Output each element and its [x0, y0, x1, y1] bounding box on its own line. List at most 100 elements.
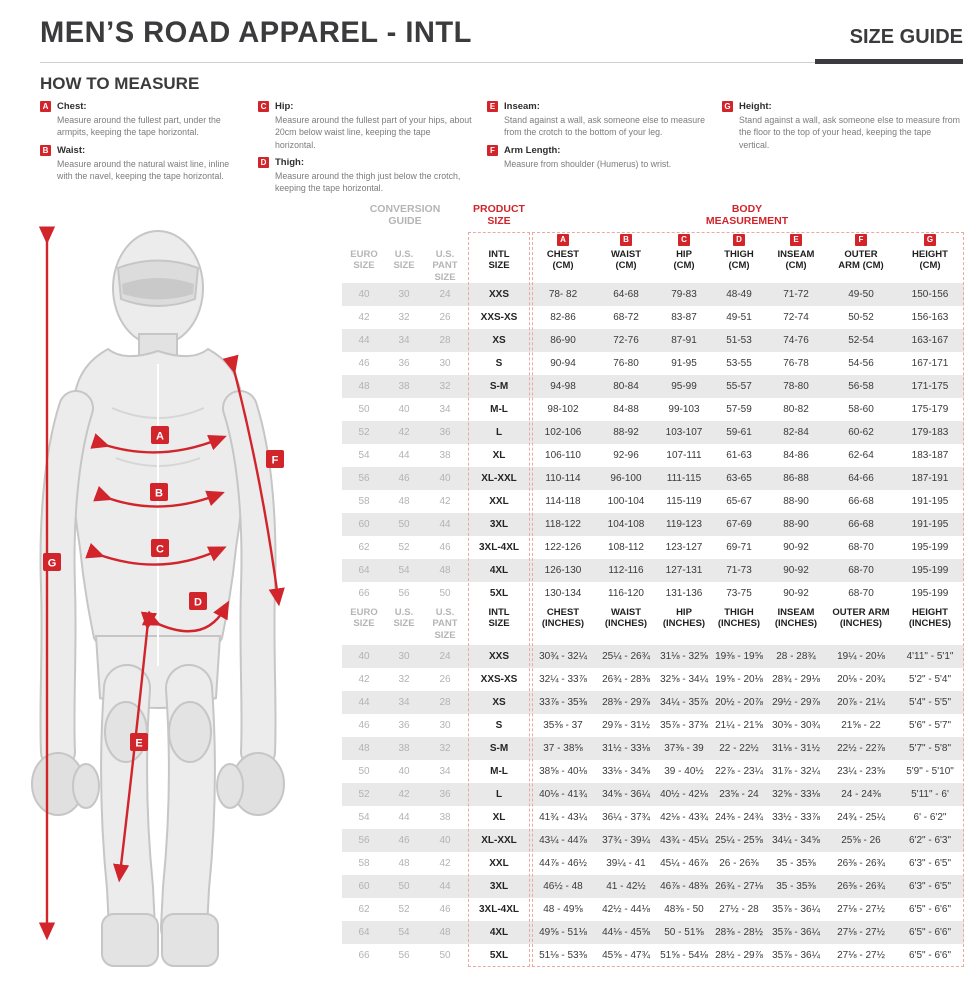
letter-badge-g: G — [722, 101, 733, 112]
table-cell: 34¼ - 35⅞ — [660, 697, 708, 708]
table-cell: 103-107 — [665, 427, 703, 438]
table-cell: 34 — [439, 766, 451, 777]
column-badge-g: G — [924, 233, 936, 246]
table-cell: 36 — [398, 720, 410, 731]
table-cell: 49⅝ - 51⅛ — [539, 927, 587, 938]
table-cell: 44 — [398, 812, 410, 823]
table-cell: 40⅛ - 41¾ — [539, 789, 587, 800]
table-cell: 52 — [398, 904, 410, 915]
table-cell: 21¼ - 21⅝ — [715, 720, 763, 731]
column-badge-a: A — [557, 233, 569, 246]
table-cell: 4XL — [489, 927, 509, 938]
table-row: 42 32 26 XXS-XS 82-86 68-72 83-87 49-51 72-74 50-… — [342, 306, 964, 329]
how-to-measure-title: HOW TO MEASURE — [40, 74, 200, 93]
table-cell: 48 — [439, 927, 451, 938]
column-badge-d: D — [733, 233, 745, 246]
table-cell: 31⅛ - 31½ — [772, 743, 820, 754]
table-cell: M-L — [490, 404, 508, 415]
table-cell: 20⅞ - 21¼ — [837, 697, 885, 708]
table-cell: M-L — [490, 766, 508, 777]
measure-item-text: Stand against a wall, ask someone else t… — [504, 115, 705, 138]
table-cell: 24 — [439, 651, 451, 662]
table-cell: 27⅛ - 27½ — [837, 950, 885, 961]
table-cell: 44 — [398, 450, 410, 461]
table-cell: 4XL — [489, 565, 509, 576]
table-cell: 107-111 — [666, 450, 702, 461]
table-cell: 126-130 — [544, 565, 582, 576]
col-header-hip-inches: HIP (INCHES) — [662, 607, 706, 630]
figure-badge-b: B — [155, 488, 163, 500]
table-cell: 60-62 — [848, 427, 874, 438]
measure-item-text: Measure around the fullest part, under t… — [57, 115, 221, 138]
table-cell: 35 - 35⅜ — [776, 881, 816, 892]
table-cell: 33½ - 33⅞ — [772, 812, 820, 823]
table-cell: 6'5" - 6'6" — [908, 927, 952, 938]
table-cell: 34¼ - 34⅝ — [772, 835, 820, 846]
letter-badge-f: F — [487, 144, 498, 156]
table-cell: 52 — [358, 427, 370, 438]
size-guide-link[interactable]: SIZE GUIDE — [849, 26, 963, 48]
table-cell: 41 - 42½ — [606, 881, 646, 892]
table-cell: L — [495, 427, 503, 438]
table-cell: 64 — [358, 927, 370, 938]
chest-arrow — [90, 433, 227, 454]
table-cell: 20⅛ - 20¾ — [837, 674, 885, 685]
table-cell: 28 — [439, 697, 451, 708]
table-cell: 46⅞ - 48⅜ — [660, 881, 708, 892]
table-cell: 6'2" - 6'3" — [908, 835, 952, 846]
col-header-thigh-inches: THIGH (INCHES) — [717, 607, 761, 630]
table-cell: 56 — [358, 473, 370, 484]
inches-size-rows: 40 30 24 XXS 30¾ - 32¼ 25¼ - 26¾ 31⅛ - 32⅝ 19⅜ … — [342, 645, 964, 967]
table-cell: 90-94 — [550, 358, 576, 369]
table-cell: 54 — [398, 565, 410, 576]
table-cell: 44 — [439, 881, 451, 892]
col-header-outer-arm-inches: OUTER ARM (INCHES) — [832, 607, 890, 630]
table-cell: 62 — [358, 542, 370, 553]
table-row: 66 56 50 5XL 130-134 116-120 131-136 73-75 90-92… — [342, 582, 964, 605]
table-cell: 3XL — [489, 881, 509, 892]
table-cell: 58 — [358, 496, 370, 507]
table-row: 58 48 42 XXL 44⅞ - 46½ 39¼ - 41 45¼ - 46⅞ 26 - … — [342, 852, 964, 875]
table-cell: 195-199 — [911, 565, 949, 576]
table-cell: 39 - 40½ — [664, 766, 704, 777]
table-cell: 46 — [439, 542, 451, 553]
col-header-outer-arm-cm: OUTER ARM (CM) — [838, 249, 884, 272]
figure-badge-d: D — [194, 597, 202, 609]
table-cell: 71-73 — [726, 565, 752, 576]
rider-measurement-figure: A B C D E F G — [22, 196, 340, 996]
col-header-inseam-cm: INSEAM (CM) — [777, 249, 815, 272]
table-row: 56 46 40 XL-XXL 110-114 96-100 111-115 63-65 86-… — [342, 467, 964, 490]
table-cell: 42 — [439, 496, 451, 507]
table-cell: 48 — [398, 496, 410, 507]
table-cell: 112-116 — [608, 565, 644, 576]
table-cell: 37 - 38⅝ — [543, 743, 583, 754]
table-cell: 82-86 — [550, 312, 576, 323]
table-cell: 5'6" - 5'7" — [908, 720, 952, 731]
table-cell: 3XL-4XL — [478, 904, 519, 915]
table-cell: 48 — [398, 858, 410, 869]
hip-arrow — [85, 543, 227, 566]
table-cell: XS — [492, 335, 506, 346]
table-cell: 43¾ - 45¼ — [660, 835, 708, 846]
table-cell: 48⅜ - 50 — [664, 904, 704, 915]
table-cell: 5'11" - 6' — [911, 789, 949, 800]
table-cell: L — [495, 789, 503, 800]
table-cell: 42 — [398, 789, 410, 800]
table-cell: 42 — [358, 674, 370, 685]
table-cell: 46 — [358, 720, 370, 731]
table-cell: 95-99 — [671, 381, 697, 392]
table-cell: 49-50 — [848, 289, 874, 300]
table-cell: 43¼ - 44⅞ — [539, 835, 587, 846]
table-cell: 41¾ - 43¼ — [539, 812, 587, 823]
table-cell: 36 — [398, 358, 410, 369]
table-cell: 3XL — [489, 519, 509, 530]
table-cell: 123-127 — [665, 542, 703, 553]
arm-length-arrow — [222, 354, 285, 607]
table-cell: 67-69 — [726, 519, 752, 530]
table-cell: XL — [492, 812, 506, 823]
table-row: 60 50 44 3XL 118-122 104-108 119-123 67-69 88-90… — [342, 513, 964, 536]
table-row: 46 36 30 S 90-94 76-80 91-95 53-55 76-78 54-56 167… — [342, 352, 964, 375]
measure-item-chest: A Chest: Measure around the fullest part,… — [40, 101, 245, 139]
table-cell: 179-183 — [911, 427, 949, 438]
table-cell: 6'3" - 6'5" — [908, 881, 952, 892]
